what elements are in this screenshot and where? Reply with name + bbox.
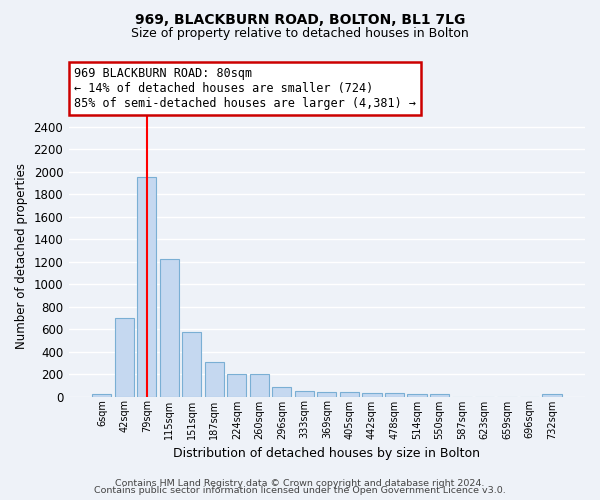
Text: 969 BLACKBURN ROAD: 80sqm
← 14% of detached houses are smaller (724)
85% of semi: 969 BLACKBURN ROAD: 80sqm ← 14% of detac… [74,67,416,110]
Bar [430,394,449,396]
Bar [317,392,337,396]
Bar [205,362,224,396]
Bar [295,391,314,396]
Text: Contains HM Land Registry data © Crown copyright and database right 2024.: Contains HM Land Registry data © Crown c… [115,478,485,488]
Bar [115,318,134,396]
Bar [182,332,202,396]
Bar [385,393,404,396]
Bar [160,260,179,396]
Bar [250,374,269,396]
Bar [542,394,562,396]
Bar [227,374,247,396]
Text: Contains public sector information licensed under the Open Government Licence v3: Contains public sector information licen… [94,486,506,495]
Bar [340,392,359,396]
Text: Size of property relative to detached houses in Bolton: Size of property relative to detached ho… [131,28,469,40]
Bar [362,393,382,396]
X-axis label: Distribution of detached houses by size in Bolton: Distribution of detached houses by size … [173,447,481,460]
Bar [407,394,427,396]
Bar [272,387,292,396]
Y-axis label: Number of detached properties: Number of detached properties [15,163,28,349]
Text: 969, BLACKBURN ROAD, BOLTON, BL1 7LG: 969, BLACKBURN ROAD, BOLTON, BL1 7LG [135,12,465,26]
Bar [92,394,112,396]
Bar [137,178,157,396]
